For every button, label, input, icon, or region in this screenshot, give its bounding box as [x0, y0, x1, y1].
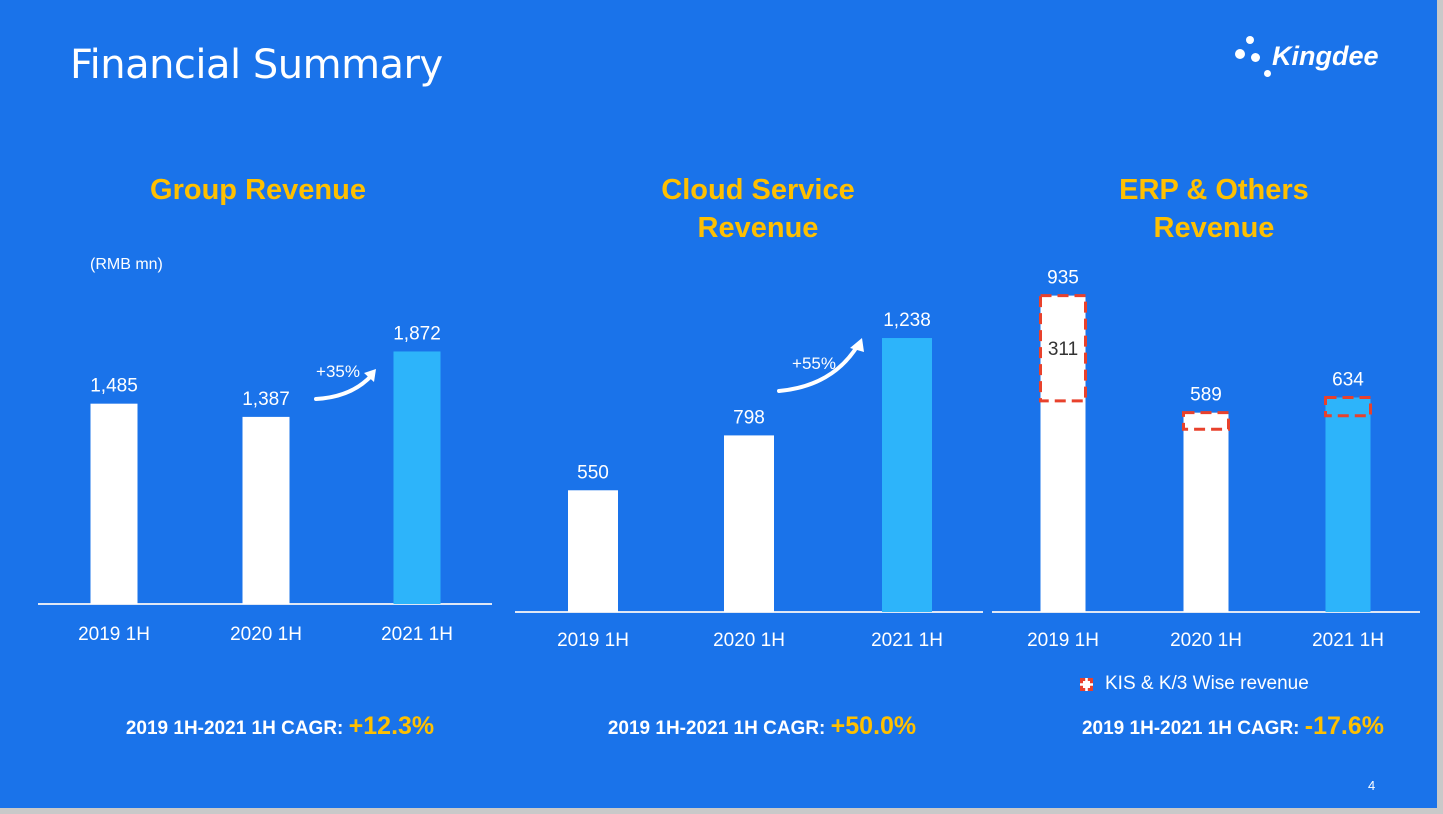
bar-2021-1h [1325, 397, 1371, 612]
cagr-value: +12.3% [348, 712, 435, 740]
data-label: 798 [733, 407, 765, 428]
x-tick-label: 2019 1H [78, 624, 150, 645]
legend: KIS & K/3 Wise revenue [1080, 673, 1309, 695]
bar-2019-1h [90, 403, 138, 604]
legend-swatch-dashed-box [1080, 677, 1093, 691]
chart-title-erp-revenue: ERP & Others Revenue [1119, 174, 1309, 244]
unit-label: (RMB mn) [90, 256, 163, 273]
page-title: Financial Summary [70, 42, 443, 88]
x-tick-label: 2020 1H [713, 630, 785, 651]
x-tick-label: 2021 1H [1312, 630, 1384, 651]
bar-2019-1h [568, 490, 618, 612]
growth-arrow-head-icon [364, 369, 376, 382]
x-tick-label: 2021 1H [871, 630, 943, 651]
growth-label: +35% [316, 362, 360, 381]
data-label: 1,238 [883, 310, 931, 331]
cagr-label: 2019 1H-2021 1H CAGR: [607, 718, 826, 739]
data-label: 935 [1047, 268, 1079, 289]
chart-title-group-revenue: Group Revenue [150, 174, 366, 206]
x-tick-label: 2020 1H [230, 624, 302, 645]
growth-arrow-icon [777, 343, 860, 393]
data-label: 1,387 [242, 389, 290, 410]
kis-value-label: 311 [1048, 339, 1078, 360]
growth-arrow-icon [314, 373, 374, 401]
logo-text: Kingdee [1272, 41, 1379, 71]
cagr-label: 2019 1H-2021 1H CAGR: [125, 718, 344, 739]
logo-dot [1246, 36, 1254, 44]
bar-2021-1h [393, 351, 441, 604]
logo-dot [1251, 53, 1260, 62]
data-label: 550 [577, 462, 609, 483]
kis-dashed-box [1324, 395, 1372, 418]
x-tick-label: 2019 1H [557, 630, 629, 651]
cagr-value: -17.6% [1304, 712, 1385, 740]
data-label: 1,485 [90, 376, 138, 397]
data-label: 634 [1332, 369, 1364, 390]
data-label: 589 [1190, 385, 1222, 406]
x-tick-label: 2020 1H [1170, 630, 1242, 651]
kis-dashed-box [1182, 411, 1230, 431]
x-tick-label: 2019 1H [1027, 630, 1099, 651]
kingdee-logo: Kingdee [1232, 32, 1402, 88]
bar-2020-1h [242, 416, 290, 604]
bar-2021-1h [882, 338, 932, 612]
bar-2020-1h [1183, 412, 1229, 612]
bar-2020-1h [724, 435, 774, 612]
logo-dot [1235, 49, 1245, 59]
page-number: 4 [1368, 778, 1376, 793]
bar-2019-1h [1040, 295, 1086, 612]
cagr-group-revenue: 2019 1H-2021 1H CAGR: +12.3% [60, 712, 500, 741]
cagr-label: 2019 1H-2021 1H CAGR: [1081, 718, 1300, 739]
logo-dot [1264, 70, 1271, 77]
cagr-cloud-revenue: 2019 1H-2021 1H CAGR: +50.0% [542, 712, 982, 741]
legend-label: KIS & K/3 Wise revenue [1105, 673, 1309, 694]
cagr-erp-revenue: 2019 1H-2021 1H CAGR: -17.6% [1013, 712, 1437, 741]
kis-dashed-box [1039, 294, 1087, 403]
chart-title-cloud-revenue: Cloud Service Revenue [661, 174, 855, 244]
growth-label: +55% [792, 354, 836, 373]
x-tick-label: 2021 1H [381, 624, 453, 645]
growth-arrow-head-icon [850, 338, 864, 352]
cagr-value: +50.0% [830, 712, 917, 740]
data-label: 1,872 [393, 323, 441, 344]
